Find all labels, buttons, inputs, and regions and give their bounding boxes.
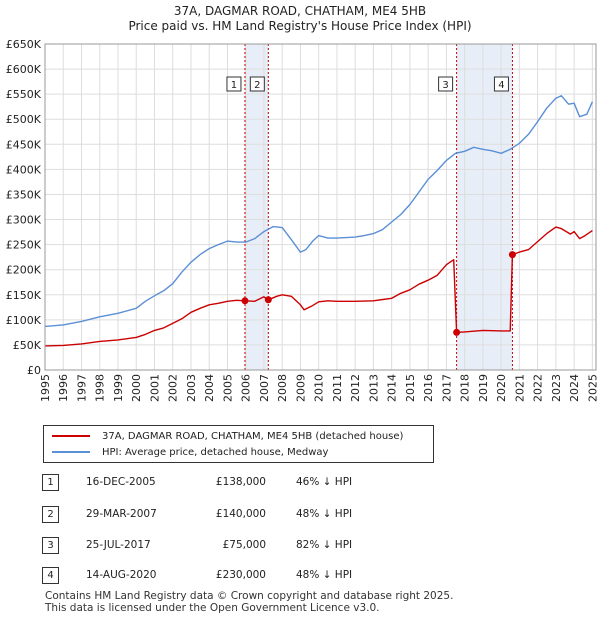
transaction-date: 16-DEC-2005 — [86, 476, 156, 488]
transaction-row: 2 29-MAR-2007 £140,000 48% ↓ HPI — [42, 506, 462, 524]
y-tick-label: £650K — [6, 38, 42, 51]
x-tick-label: 2022 — [532, 374, 545, 402]
x-tick-label: 2002 — [167, 374, 180, 402]
y-tick-label: £50K — [13, 339, 42, 352]
x-tick-label: 2006 — [240, 374, 253, 402]
transaction-hpi: 48% ↓ HPI — [296, 569, 353, 581]
x-tick-label: 2008 — [276, 374, 289, 402]
x-tick-label: 2015 — [404, 374, 417, 402]
y-tick-label: £600K — [6, 63, 42, 76]
transaction-number: 3 — [42, 537, 59, 554]
x-tick-label: 2014 — [386, 374, 399, 402]
x-tick-label: 2011 — [331, 374, 344, 402]
marker-label: 3 — [442, 80, 448, 91]
x-tick-label: 2009 — [294, 374, 307, 402]
marker-label: 4 — [498, 80, 504, 91]
transaction-number: 4 — [42, 567, 59, 584]
x-tick-label: 2005 — [221, 374, 234, 402]
y-tick-label: £350K — [6, 188, 42, 201]
x-tick-label: 1997 — [75, 374, 88, 402]
legend-hpi-label: HPI: Average price, detached house, Medw… — [102, 446, 329, 458]
transaction-number: 1 — [42, 474, 59, 491]
sale-point — [508, 251, 516, 259]
price-chart: £0 £50K £100K £150K £200K £250K £300K £350K £400… — [6, 38, 600, 402]
marker-label-box — [226, 76, 242, 92]
transaction-hpi: 82% ↓ HPI — [296, 539, 353, 551]
x-tick-label: 1999 — [112, 374, 125, 402]
x-tick-label: 2021 — [513, 374, 526, 402]
x-tick-label: 2007 — [258, 374, 271, 402]
x-tick-label: 2010 — [313, 374, 326, 402]
marker-label-box — [249, 76, 265, 92]
transaction-price: £75,000 — [222, 539, 266, 551]
hpi-series-line — [44, 94, 594, 328]
sale-point — [264, 296, 272, 304]
y-tick-label: £150K — [6, 289, 42, 302]
x-tick-label: 2012 — [349, 374, 362, 402]
x-tick-label: 2016 — [422, 374, 435, 402]
transaction-price: £140,000 — [215, 508, 266, 520]
footer-copyright: Contains HM Land Registry data © Crown c… — [45, 590, 454, 602]
y-tick-label: £400K — [6, 163, 42, 176]
transaction-price: £230,000 — [215, 569, 266, 581]
x-tick-label: 2023 — [550, 374, 563, 402]
y-tick-label: £550K — [6, 88, 42, 101]
transaction-row: 4 14-AUG-2020 £230,000 48% ↓ HPI — [42, 567, 462, 585]
plot-border — [44, 43, 597, 371]
chart-subtitle: Price paid vs. HM Land Registry's House … — [128, 19, 472, 33]
transaction-date: 14-AUG-2020 — [86, 569, 157, 581]
plot-area — [45, 44, 596, 370]
sale-point — [453, 328, 461, 336]
y-tick-label: £450K — [6, 138, 42, 151]
price-series-line — [44, 226, 593, 347]
x-tick-label: 1995 — [39, 374, 52, 402]
x-tick-label: 2017 — [440, 374, 453, 402]
y-tick-label: £500K — [6, 113, 42, 126]
transaction-date: 25-JUL-2017 — [86, 539, 151, 551]
x-tick-label: 2018 — [459, 374, 472, 402]
x-tick-label: 2025 — [586, 374, 599, 402]
legend-price-label: 37A, DAGMAR ROAD, CHATHAM, ME4 5HB (deta… — [102, 430, 404, 442]
legend-item-hpi: HPI: Average price, detached house, Medw… — [52, 445, 328, 459]
x-tick-label: 2004 — [203, 374, 216, 402]
chart-title: 37A, DAGMAR ROAD, CHATHAM, ME4 5HB — [173, 4, 427, 18]
legend-item-price: 37A, DAGMAR ROAD, CHATHAM, ME4 5HB (deta… — [52, 429, 403, 443]
y-tick-label: £200K — [6, 264, 42, 277]
transaction-hpi: 48% ↓ HPI — [296, 508, 353, 520]
legend-hpi-swatch — [52, 451, 90, 453]
x-tick-label: 2013 — [367, 374, 380, 402]
transaction-date: 29-MAR-2007 — [86, 508, 157, 520]
x-tick-label: 1996 — [57, 374, 70, 402]
transaction-row: 1 16-DEC-2005 £138,000 46% ↓ HPI — [42, 474, 462, 492]
x-tick-label: 1998 — [94, 374, 107, 402]
marker-label: 1 — [231, 80, 237, 91]
x-tick-label: 2019 — [477, 374, 490, 402]
marker-label-box — [493, 76, 509, 92]
transaction-row: 3 25-JUL-2017 £75,000 82% ↓ HPI — [42, 537, 462, 555]
y-tick-label: £300K — [6, 214, 42, 227]
footer: Contains HM Land Registry data © Crown c… — [45, 590, 453, 614]
transaction-number: 2 — [42, 506, 59, 523]
marker-label: 2 — [254, 80, 260, 91]
marker-label-box — [438, 76, 454, 92]
legend-price-swatch — [52, 435, 90, 437]
highlight-band — [244, 44, 269, 370]
x-tick-label: 2000 — [130, 374, 143, 402]
y-tick-label: £100K — [6, 314, 42, 327]
y-tick-label: £250K — [6, 239, 42, 252]
highlight-band — [456, 44, 513, 370]
x-tick-label: 2001 — [148, 374, 161, 402]
y-tick-label: £0 — [27, 364, 41, 377]
footer-licence: This data is licensed under the Open Gov… — [45, 602, 380, 614]
x-tick-label: 2003 — [185, 374, 198, 402]
transaction-hpi: 46% ↓ HPI — [296, 476, 353, 488]
transaction-price: £138,000 — [215, 476, 266, 488]
legend: 37A, DAGMAR ROAD, CHATHAM, ME4 5HB (deta… — [43, 425, 434, 463]
x-tick-label: 2020 — [495, 374, 508, 402]
x-tick-label: 2024 — [568, 374, 581, 402]
sale-point — [241, 297, 249, 305]
